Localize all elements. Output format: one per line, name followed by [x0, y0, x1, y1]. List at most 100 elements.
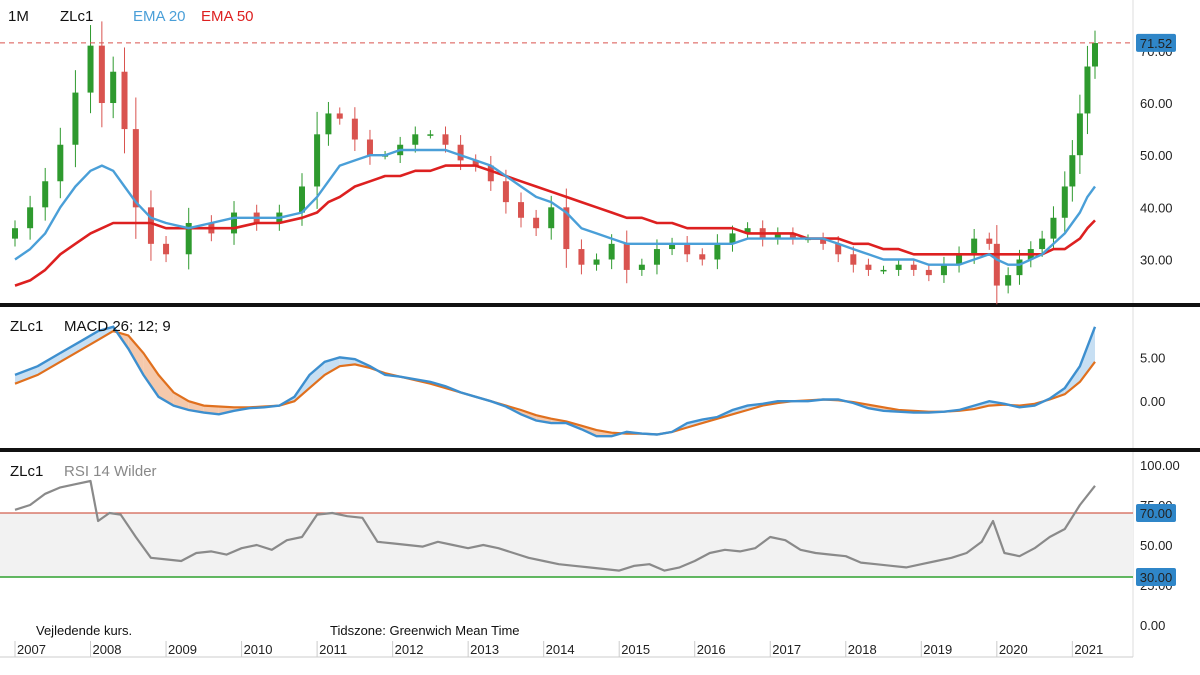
candle-body	[185, 222, 192, 255]
last-price-value: 71.52	[1140, 36, 1173, 51]
price-y-tick-label: 30.00	[1140, 252, 1173, 267]
candle-body	[1061, 186, 1068, 218]
candle-body	[87, 45, 94, 93]
rsi-neutral-band	[0, 513, 1133, 577]
candle-body	[910, 264, 917, 270]
rsi-symbol-label: ZLc1	[10, 463, 43, 480]
macd-histogram-fill	[309, 361, 325, 389]
candle-body	[865, 264, 872, 270]
candle-body	[714, 243, 721, 260]
candle-body	[835, 243, 842, 255]
price-y-tick-label: 60.00	[1140, 96, 1173, 111]
candle-body	[578, 249, 585, 265]
candle-body	[971, 238, 978, 255]
candle-body	[653, 249, 660, 265]
candle-body	[593, 259, 600, 265]
candle-body	[132, 129, 139, 208]
candle-body	[336, 113, 343, 119]
x-tick-layer: 2007 2008 2009 2010 2011 2012 2013 2014 2015 2016…	[14, 641, 1103, 657]
candle-body	[147, 207, 154, 244]
candle-body	[442, 134, 449, 145]
candle-body	[1084, 66, 1091, 114]
macd-y-tick-label: 0.00	[1140, 394, 1165, 409]
candle-body	[774, 233, 781, 239]
candle-body	[993, 243, 1000, 286]
candle-body	[72, 92, 79, 145]
candle-body	[1092, 43, 1098, 67]
candle-body	[850, 254, 857, 265]
candle-body	[1050, 217, 1057, 239]
panel-separator-1	[0, 303, 1200, 307]
candle-body	[533, 217, 540, 229]
candle-body	[669, 243, 676, 250]
x-tick-label: 2019	[923, 642, 952, 657]
x-tick-label: 2007	[17, 642, 46, 657]
macd-histogram-fill	[82, 331, 99, 349]
candle-body	[699, 254, 706, 260]
rsi-title: RSI 14 Wilder	[64, 463, 157, 480]
ema-layer	[14, 148, 1096, 287]
candle-body	[820, 238, 827, 244]
interval-label: 1M	[8, 8, 29, 25]
x-tick-label: 2014	[546, 642, 575, 657]
x-tick-label: 2021	[1074, 642, 1103, 657]
candle-body	[789, 233, 796, 239]
candle-body	[1076, 113, 1083, 156]
candle-body	[325, 113, 332, 135]
x-tick-label: 2009	[168, 642, 197, 657]
x-tick-label: 2020	[999, 642, 1028, 657]
rsi-layer	[14, 479, 1096, 572]
x-tick-label: 2012	[395, 642, 424, 657]
rsi-overbought-value: 70.00	[1140, 506, 1173, 521]
macd-line	[14, 325, 1097, 438]
rsi-line	[14, 479, 1096, 572]
rsi-oversold-badge	[1136, 568, 1176, 586]
ema50-line	[14, 164, 1096, 287]
candle-body	[956, 254, 963, 265]
candle-body	[98, 45, 105, 104]
macd-signal-line	[14, 329, 1096, 436]
rsi-band-layer	[0, 512, 1133, 578]
candle-body	[472, 160, 479, 166]
y-tick-layer: 30.0040.0050.0060.0070.005.000.00100.007…	[1140, 44, 1180, 633]
macd-histogram-fill	[1079, 326, 1095, 382]
candle-body	[940, 264, 947, 276]
indicative-price-note: Vejledende kurs.	[36, 623, 133, 638]
ema20-legend: EMA 20	[133, 8, 186, 25]
macd-histogram-fill	[60, 339, 83, 362]
candle-body	[314, 134, 321, 187]
candle-body	[925, 269, 932, 276]
candle-body	[1069, 155, 1076, 187]
candle-body	[638, 264, 645, 270]
candle-body	[57, 144, 64, 182]
candle-body	[27, 207, 34, 229]
candle-body	[1039, 238, 1046, 250]
candle-body	[895, 264, 902, 270]
candle-body	[163, 243, 170, 255]
candle-body	[298, 186, 305, 213]
candle-body	[412, 134, 419, 145]
rsi-y-tick-label: 50.00	[1140, 538, 1173, 553]
price-y-tick-label: 40.00	[1140, 200, 1173, 215]
candle-body	[744, 228, 751, 234]
candle-body	[986, 238, 993, 244]
rsi-y-tick-label: 100.00	[1140, 458, 1180, 473]
candle-body	[351, 118, 358, 140]
candle-body	[548, 207, 555, 229]
candle-body	[518, 202, 525, 218]
rsi-oversold-value: 30.00	[1140, 570, 1173, 585]
symbol-label: ZLc1	[60, 8, 93, 25]
panel-separator-2	[0, 448, 1200, 452]
candle-body	[563, 207, 570, 250]
candle-body	[729, 233, 736, 244]
rsi-overbought-badge	[1136, 504, 1176, 522]
macd-histogram-fill	[143, 353, 159, 397]
candle-body	[366, 139, 373, 156]
candle-body	[608, 243, 615, 260]
x-tick-label: 2015	[621, 642, 650, 657]
x-tick-label: 2017	[772, 642, 801, 657]
macd-y-tick-label: 5.00	[1140, 350, 1165, 365]
candles-layer	[12, 21, 1098, 305]
